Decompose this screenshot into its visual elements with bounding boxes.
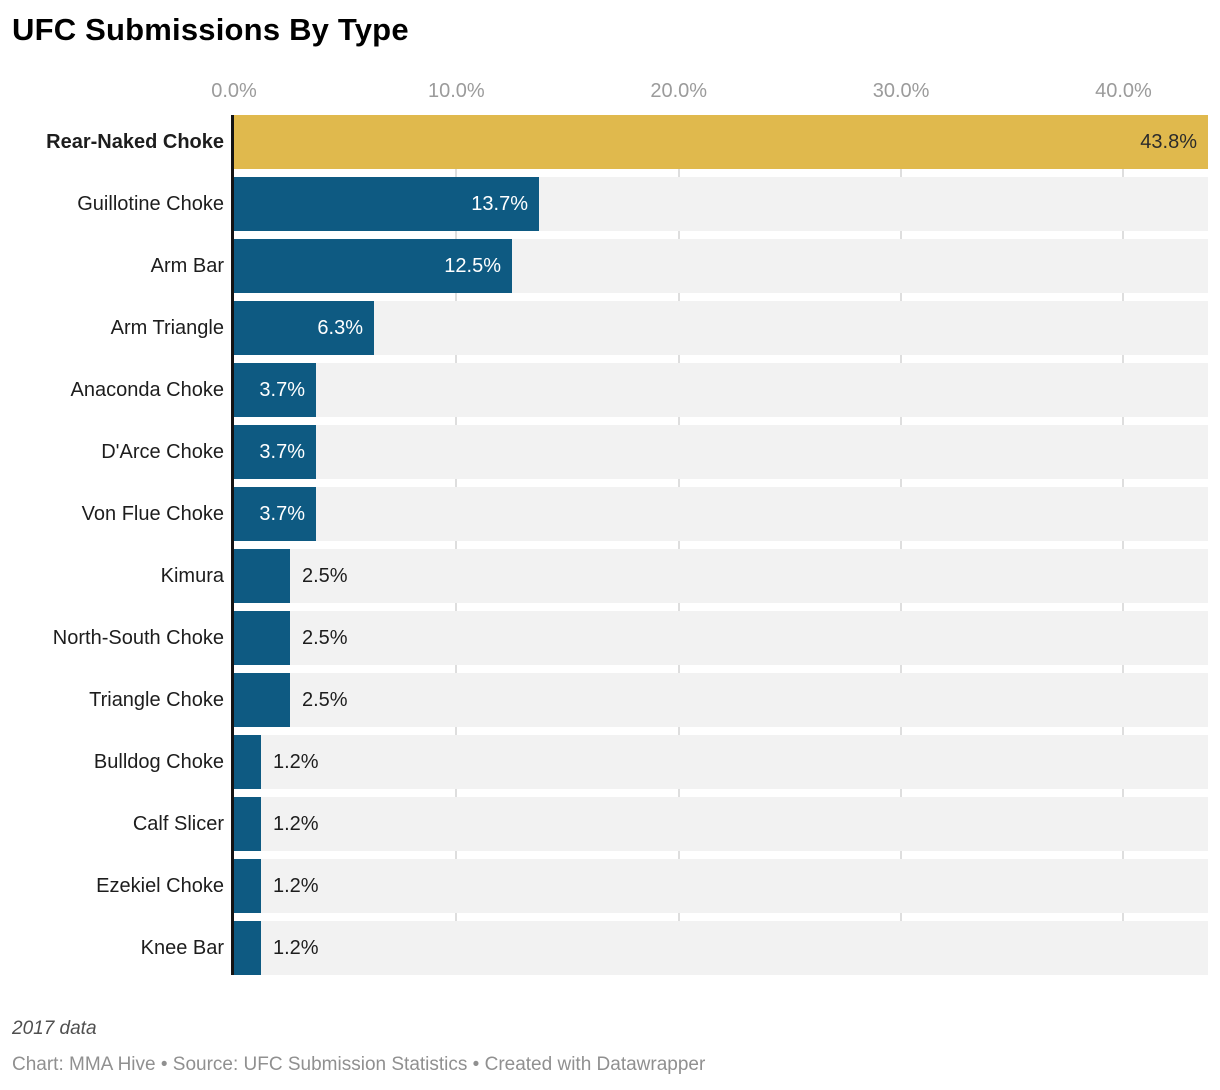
category-label: Bulldog Choke (93, 751, 224, 773)
value-label: 43.8% (1140, 131, 1197, 153)
category-label: Knee Bar (140, 937, 224, 959)
x-axis-tick-label: 30.0% (872, 80, 930, 102)
bar-ezekiel-choke (234, 859, 261, 913)
bar-anaconda-choke (234, 363, 316, 417)
bar-kimura (234, 549, 290, 603)
value-label: 6.3% (317, 317, 363, 339)
row-background (234, 859, 1208, 913)
y-axis-line (231, 115, 234, 975)
bar-arm-bar (234, 239, 512, 293)
category-label: Von Flue Choke (81, 503, 224, 525)
gridline (900, 115, 903, 975)
bar-knee-bar (234, 921, 261, 975)
category-label: Kimura (160, 565, 224, 587)
chart-footer-byline: Chart: MMA Hive • Source: UFC Submission… (12, 1054, 706, 1075)
row-background (234, 611, 1208, 665)
row-background (234, 673, 1208, 727)
row-background (234, 301, 1208, 355)
category-label: Triangle Choke (89, 689, 224, 711)
category-label: Guillotine Choke (77, 193, 224, 215)
bar-bulldog-choke (234, 735, 261, 789)
row-background (234, 549, 1208, 603)
category-label: Ezekiel Choke (96, 875, 224, 897)
value-label: 1.2% (273, 813, 319, 835)
value-label: 3.7% (259, 503, 305, 525)
category-label: Calf Slicer (132, 813, 224, 835)
bar-north-south-choke (234, 611, 290, 665)
x-axis-tick-label: 0.0% (211, 80, 257, 102)
bar-triangle-choke (234, 673, 290, 727)
row-background (234, 735, 1208, 789)
value-label: 13.7% (471, 193, 528, 215)
bar-calf-slicer (234, 797, 261, 851)
bar-rear-naked-choke (234, 115, 1208, 169)
category-label: Rear-Naked Choke (46, 131, 224, 153)
value-label: 2.5% (302, 689, 348, 711)
value-label: 12.5% (444, 255, 501, 277)
x-axis-tick-label: 10.0% (428, 80, 485, 102)
row-background (234, 425, 1208, 479)
category-label: Arm Bar (150, 255, 224, 277)
value-label: 1.2% (273, 875, 319, 897)
bar-von-flue-choke (234, 487, 316, 541)
bar-guillotine-choke (234, 177, 539, 231)
gridline (455, 115, 458, 975)
category-label: Anaconda Choke (70, 379, 224, 401)
chart-title: UFC Submissions By Type (12, 12, 409, 47)
row-background (234, 363, 1208, 417)
gridline (677, 115, 680, 975)
category-label: D'Arce Choke (101, 441, 224, 463)
value-label: 3.7% (259, 379, 305, 401)
row-background (234, 797, 1208, 851)
category-label: North-South Choke (52, 627, 224, 649)
bar-d-arce-choke (234, 425, 316, 479)
row-background (234, 921, 1208, 975)
x-axis-tick-label: 40.0% (1095, 80, 1152, 102)
value-label: 3.7% (259, 441, 305, 463)
value-label: 2.5% (302, 565, 348, 587)
gridline (1122, 115, 1125, 975)
value-label: 1.2% (273, 937, 319, 959)
row-background (234, 487, 1208, 541)
chart-notes: 2017 data (12, 1018, 97, 1039)
x-axis-tick-label: 20.0% (650, 80, 708, 102)
value-label: 1.2% (273, 751, 319, 773)
bar-arm-triangle (234, 301, 374, 355)
category-label: Arm Triangle (110, 317, 224, 339)
value-label: 2.5% (302, 627, 348, 649)
